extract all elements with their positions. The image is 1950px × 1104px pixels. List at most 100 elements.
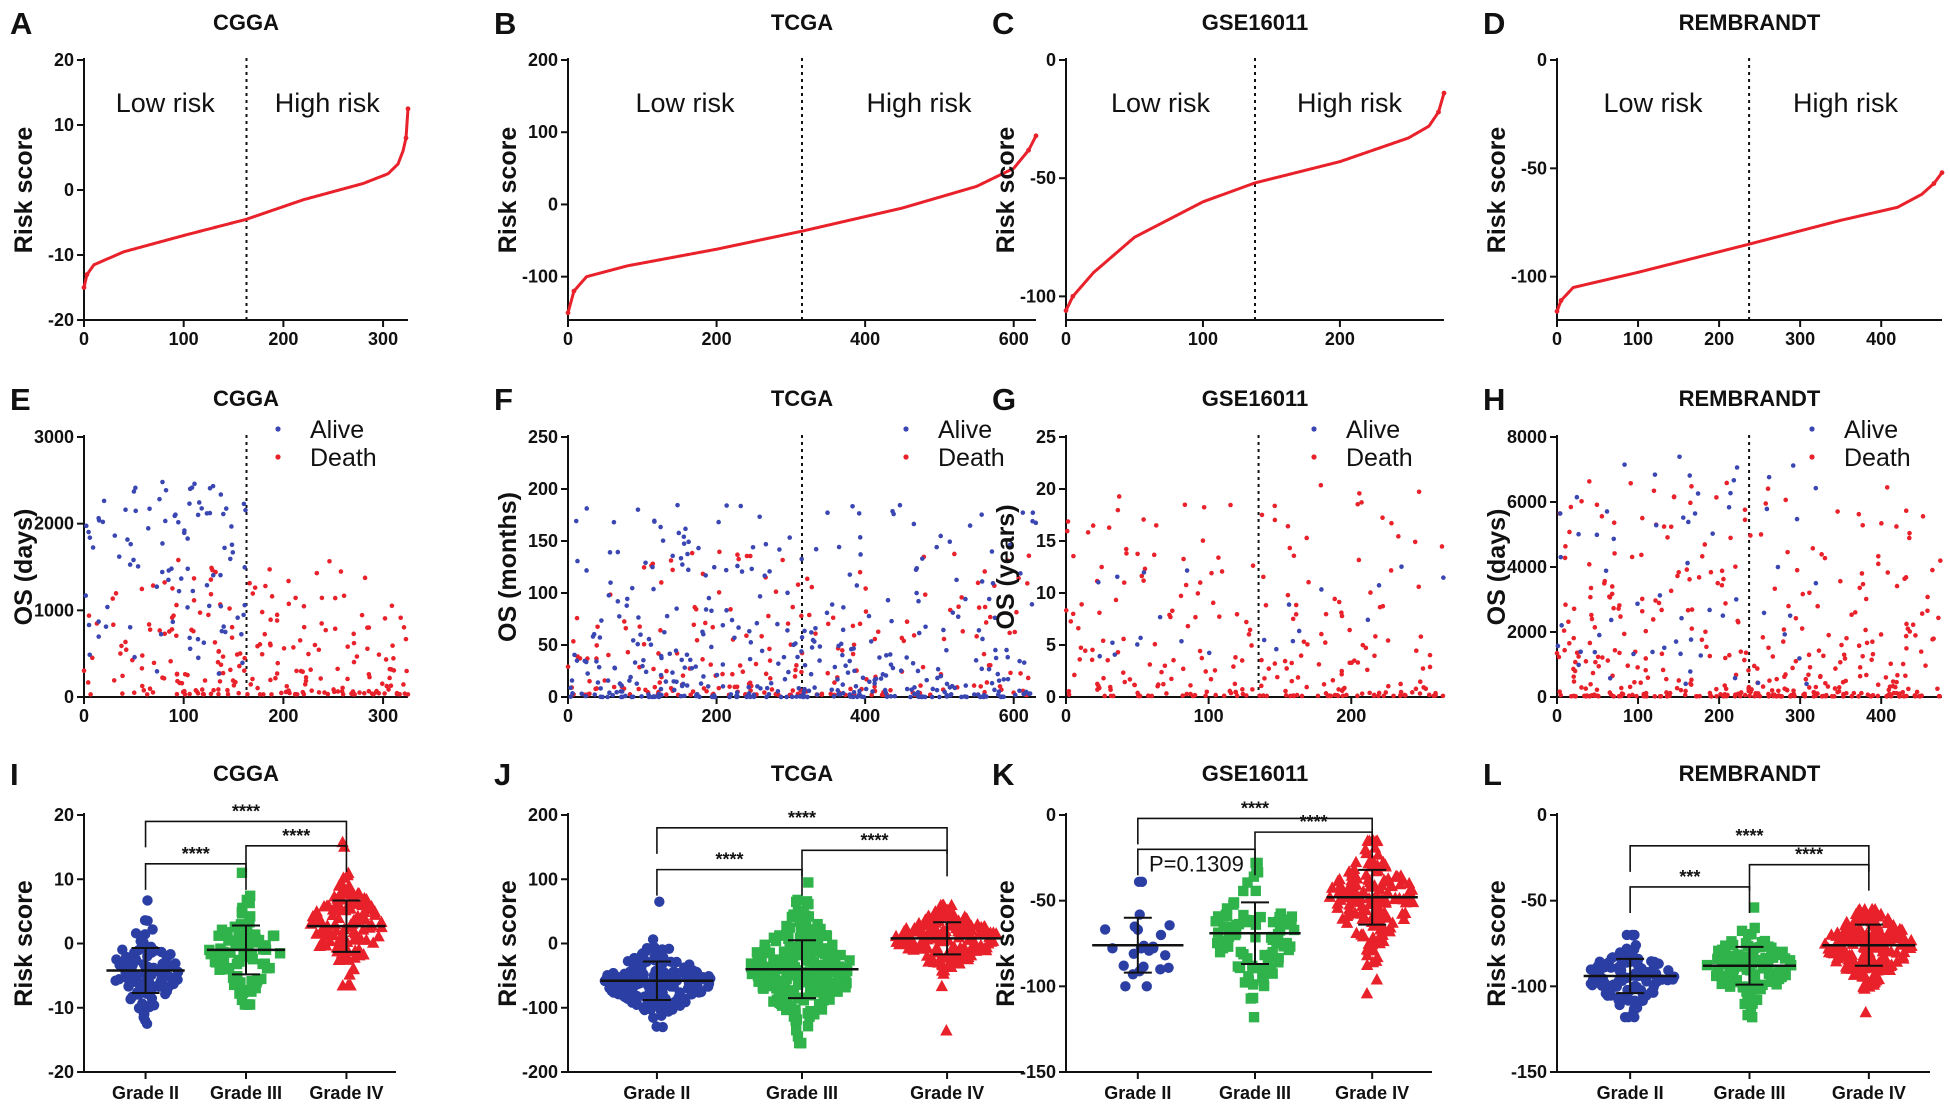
death-point: [1894, 583, 1900, 589]
alive-point: [781, 654, 787, 660]
death-point: [1365, 667, 1370, 673]
alive-point: [916, 630, 922, 636]
death-point: [1386, 683, 1391, 689]
grade-point: [824, 994, 835, 1005]
death-point: [1782, 686, 1787, 692]
death-point: [1197, 580, 1203, 585]
alive-point: [908, 694, 913, 700]
grade-point: [1765, 976, 1777, 987]
death-point: [1781, 627, 1787, 632]
death-point: [402, 691, 408, 696]
alive-point: [799, 649, 804, 654]
death-point: [1383, 690, 1389, 695]
death-point: [1183, 582, 1189, 588]
alive-point: [681, 534, 687, 540]
alive-point: [83, 523, 89, 529]
grade-point: [1843, 921, 1857, 934]
alive-point: [1574, 494, 1580, 500]
death-point: [150, 690, 156, 695]
death-point: [1339, 613, 1345, 619]
death-point: [1106, 525, 1112, 530]
alive-point: [612, 665, 617, 671]
alive-point: [763, 541, 769, 547]
death-point: [1612, 551, 1617, 556]
death-point: [767, 676, 773, 681]
alive-point: [635, 507, 641, 512]
alive-point: [239, 631, 244, 637]
grade-point: [1731, 958, 1743, 969]
alive-point: [132, 654, 137, 660]
death-point: [1842, 656, 1848, 661]
death-point: [636, 686, 641, 692]
alive-point: [585, 671, 590, 676]
grade-point: [210, 957, 222, 968]
low-risk-label: Low risk: [116, 88, 216, 118]
alive-point: [979, 579, 985, 584]
death-point: [1588, 594, 1593, 600]
death-point: [1857, 665, 1863, 670]
y-tick-label: -100: [1511, 267, 1547, 287]
death-point: [1835, 509, 1840, 514]
death-point: [1616, 606, 1621, 611]
death-point: [1639, 608, 1645, 614]
alive-point: [976, 628, 982, 633]
alive-point: [573, 518, 579, 524]
death-point: [1722, 683, 1728, 688]
alive-point: [884, 694, 890, 699]
alive-point: [747, 628, 752, 634]
death-point: [857, 621, 863, 627]
alive-point: [809, 645, 815, 650]
death-point: [625, 649, 631, 655]
alive-point: [888, 662, 894, 667]
grade-point: [1118, 960, 1129, 971]
grade-point: [242, 999, 254, 1010]
death-point: [1594, 502, 1600, 508]
death-point: [1323, 611, 1329, 617]
alive-point: [977, 694, 983, 700]
death-point: [319, 595, 325, 601]
death-point: [1743, 650, 1749, 656]
grade-point: [1756, 954, 1767, 966]
y-tick-label: 0: [64, 180, 74, 200]
grade-point: [705, 973, 716, 984]
grade-point: [228, 979, 240, 990]
death-point: [1664, 690, 1669, 695]
alive-point: [157, 496, 162, 502]
death-point: [1844, 635, 1849, 641]
death-point: [1782, 674, 1787, 680]
death-point: [308, 667, 313, 673]
death-point: [762, 690, 767, 695]
alive-point: [678, 693, 684, 699]
death-point: [1737, 693, 1743, 699]
alive-point: [689, 666, 695, 671]
death-point: [1767, 678, 1772, 683]
alive-point: [802, 628, 807, 634]
panel-title: GSE16011: [1202, 761, 1308, 786]
alive-point: [1114, 574, 1120, 580]
grade-point: [1368, 859, 1381, 871]
death-point: [971, 683, 977, 688]
alive-point: [131, 557, 136, 563]
death-point: [1723, 655, 1728, 661]
alive-point: [579, 691, 585, 697]
alive-point: [768, 680, 774, 686]
death-point: [982, 569, 988, 574]
death-point: [1249, 643, 1254, 648]
y-axis-label: Risk score: [1483, 880, 1511, 1007]
death-point: [1199, 655, 1205, 661]
alive-point: [764, 685, 770, 691]
panel-label: C: [992, 6, 1014, 41]
alive-point: [185, 605, 190, 610]
death-point: [86, 613, 92, 618]
death-point: [1321, 682, 1327, 687]
x-tick-label: 100: [1623, 329, 1653, 349]
death-point: [268, 617, 273, 622]
alive-point: [857, 691, 862, 697]
alive-point: [989, 680, 995, 686]
risk-score-point: [1070, 293, 1076, 299]
alive-point: [147, 506, 152, 512]
death-point: [1651, 488, 1657, 494]
alive-point: [176, 519, 181, 525]
alive-point: [229, 524, 234, 529]
death-point: [1747, 693, 1752, 699]
